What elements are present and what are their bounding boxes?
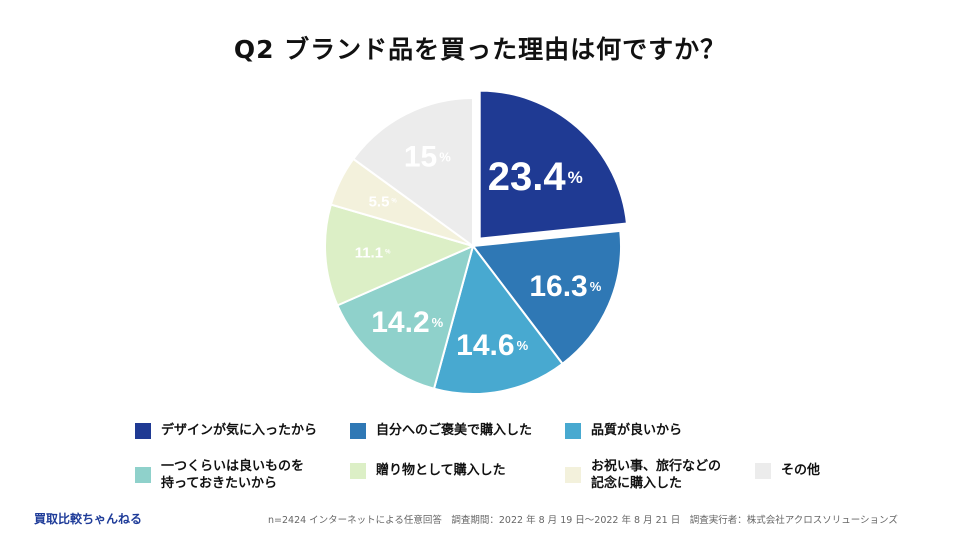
legend-item-6: お祝い事、旅行などの 記念に購入した (565, 458, 721, 492)
pie-slice-3 (432, 243, 564, 395)
legend-item-3: 品質が良いから (565, 422, 682, 439)
pie-slice-5 (324, 203, 476, 307)
slice-value-label-7: 15% (404, 140, 451, 173)
chart-title: Q2 ブランド品を買った理由は何ですか？ (233, 35, 727, 64)
slice-value-label-3: 14.6% (456, 328, 528, 361)
legend-label: お祝い事、旅行などの 記念に購入した (591, 459, 722, 491)
pie-slice-7 (351, 96, 474, 248)
legend-swatch (350, 462, 366, 479)
pie-slice-1 (478, 89, 629, 240)
legend-label: 贈り物として購入した (376, 463, 506, 478)
legend-swatch (135, 422, 151, 439)
slice-value-label-1: 23.4% (488, 155, 583, 199)
legend-label: デザインが気に入ったから (161, 423, 318, 438)
legend-swatch (565, 467, 581, 483)
slice-value-label-6: 5.5% (369, 193, 398, 210)
legend-item-2: 自分へのご褒美で購入した (350, 422, 532, 439)
legend-label: 自分へのご褒美で購入した (376, 423, 533, 438)
legend-item-5: 贈り物として購入した (350, 462, 506, 479)
legend-label: 一つくらいは良いものを 持っておきたいから (161, 459, 305, 491)
slice-value-label-4: 14.2% (371, 306, 443, 339)
legend-swatch (565, 422, 581, 439)
legend-swatch (350, 422, 366, 439)
legend-swatch (135, 467, 151, 483)
legend-swatch (755, 462, 771, 479)
legend-label: その他 (781, 463, 821, 478)
legend-item-1: デザインが気に入ったから (135, 422, 317, 439)
pie-slice-4 (336, 244, 475, 390)
legend-item-4: 一つくらいは良いものを 持っておきたいから (135, 458, 304, 492)
pie-slice-2 (471, 229, 622, 366)
legend-item-7: その他 (755, 462, 820, 479)
slice-value-label-2: 16.3% (529, 270, 601, 303)
brand-name: 買取比較ちゃんねる (34, 512, 143, 526)
slice-value-label-5: 11.1% (355, 244, 391, 261)
legend-label: 品質が良いから (591, 423, 683, 438)
survey-footnote: n=2424 インターネットによる任意回答 調査期間：2022 年 8 月 19… (268, 515, 898, 526)
